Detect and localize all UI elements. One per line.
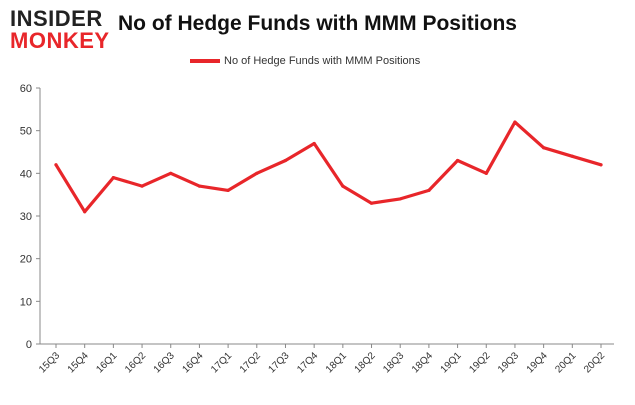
x-tick-label: 16Q3 [152,350,177,375]
chart-legend: No of Hedge Funds with MMM Positions [190,55,420,67]
chart-title: No of Hedge Funds with MMM Positions [118,12,517,35]
insider-monkey-logo: INSIDER MONKEY [4,4,116,53]
x-tick-label: 19Q2 [467,350,492,375]
x-tick-label: 18Q4 [410,350,435,375]
data-point [570,154,574,158]
data-point [427,188,431,192]
x-tick-label: 19Q1 [439,350,464,375]
y-tick-label: 60 [20,83,32,95]
data-point [312,141,316,146]
data-point [54,163,58,167]
x-tick-label: 17Q1 [209,350,234,375]
logo-text-top: INSIDER [10,6,103,31]
data-point [83,210,87,214]
y-tick-label: 20 [20,254,32,266]
data-point [226,188,230,192]
series-line [54,120,603,214]
data-point [111,176,115,180]
legend-swatch [190,59,220,63]
data-point [513,120,517,124]
data-point [283,158,288,163]
data-point [542,146,546,150]
data-point [599,163,603,167]
x-tick-label: 16Q1 [94,350,119,375]
data-point [255,171,259,175]
data-point [369,201,374,205]
data-point [398,197,402,201]
x-tick-label: 18Q2 [353,350,378,375]
x-tick-label: 19Q3 [496,350,521,375]
x-tick-label: 20Q2 [582,350,607,375]
x-tick-label: 20Q1 [553,350,578,375]
x-tick-label: 18Q3 [381,350,406,375]
logo-text-bottom: MONKEY [10,28,110,53]
x-tick-label: 17Q2 [238,350,263,375]
data-point [455,158,460,163]
y-tick-label: 10 [20,296,32,308]
y-tick-label: 50 [20,126,32,138]
x-tick-label: 15Q3 [37,350,62,375]
legend-label: No of Hedge Funds with MMM Positions [224,55,421,67]
data-point [140,184,144,188]
y-tick-label: 0 [26,339,32,351]
x-tick-label: 17Q4 [295,350,320,375]
data-point [197,184,202,188]
x-tick-label: 16Q4 [180,350,205,375]
y-tick-label: 30 [20,211,32,223]
x-tick-label: 18Q1 [324,350,349,375]
x-tick-label: 19Q4 [525,350,550,375]
data-point [341,184,345,188]
data-point [484,171,488,175]
x-tick-label: 16Q2 [123,350,148,375]
x-tick-label: 17Q3 [267,350,292,375]
x-tick-label: 15Q4 [66,350,91,375]
data-point [169,171,173,175]
y-tick-label: 40 [20,168,32,180]
